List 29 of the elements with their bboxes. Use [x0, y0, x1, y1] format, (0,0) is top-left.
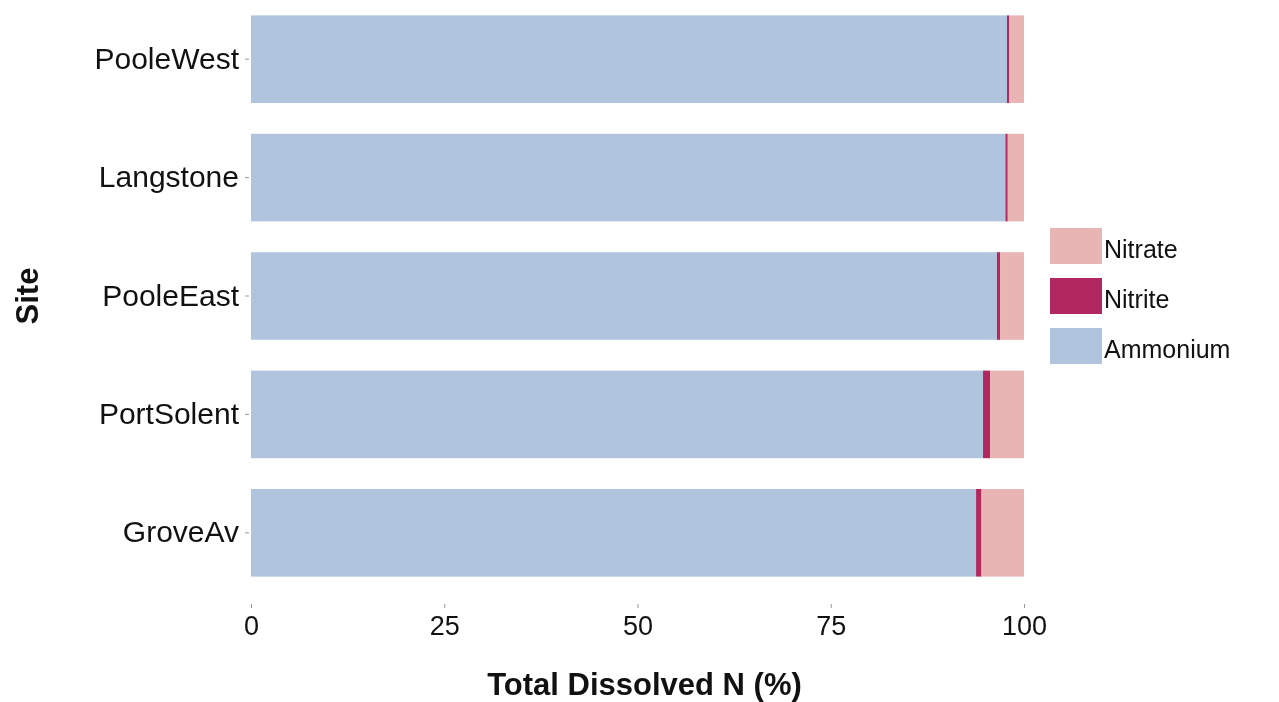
bar: [976, 488, 982, 577]
bar: [1009, 15, 1024, 104]
bar: [989, 370, 1024, 459]
bar: [251, 133, 1006, 222]
legend-label: Nitrate: [1104, 235, 1178, 263]
bar: [251, 15, 1007, 104]
legend-label: Nitrite: [1104, 285, 1170, 313]
bar: [983, 370, 990, 459]
x-tick-label: 75: [816, 611, 847, 642]
bar: [251, 488, 977, 577]
bar: [1000, 252, 1024, 340]
y-tick-label: GroveAv: [122, 515, 239, 549]
y-tick-label: PooleEast: [102, 278, 240, 312]
y-axis-title: Site: [10, 267, 45, 325]
bar: [251, 370, 984, 459]
bar: [1005, 133, 1008, 222]
y-tick-label: PortSolent: [98, 397, 240, 430]
x-axis-title: Total Dissolved N (%): [487, 667, 802, 702]
y-tick-label: Langstone: [98, 160, 239, 194]
x-tick-label: 25: [429, 611, 460, 642]
x-tick-label: 50: [622, 611, 654, 642]
x-tick-label: 100: [1001, 611, 1048, 642]
bar: [1007, 133, 1024, 222]
legend-label: Ammonium: [1104, 335, 1231, 363]
bar: [996, 252, 1001, 340]
x-tick-label: 0: [243, 611, 260, 642]
bar: [981, 488, 1024, 577]
bar: [251, 252, 997, 340]
y-tick-label: PooleWest: [94, 41, 240, 75]
